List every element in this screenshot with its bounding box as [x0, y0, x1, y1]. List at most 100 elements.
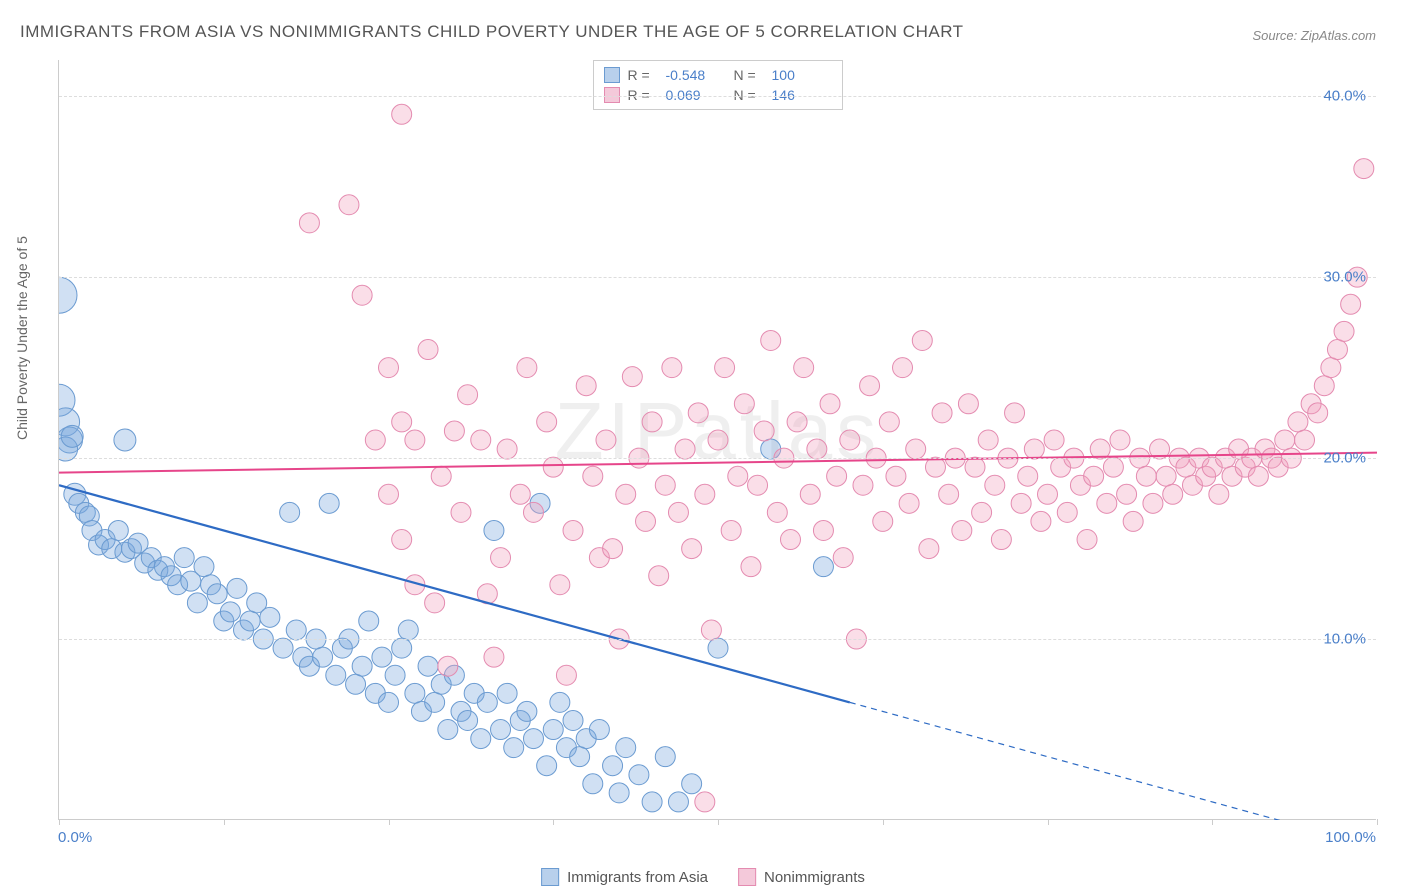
data-point — [405, 683, 425, 703]
gridline — [59, 639, 1376, 640]
data-point — [1275, 430, 1295, 450]
data-point — [780, 530, 800, 550]
n-value-0: 100 — [772, 67, 832, 83]
data-point — [497, 683, 517, 703]
data-point — [523, 729, 543, 749]
data-point — [187, 593, 207, 613]
data-point — [1097, 493, 1117, 513]
data-point — [260, 607, 280, 627]
data-point — [425, 593, 445, 613]
xtick — [718, 819, 719, 825]
data-point — [477, 692, 497, 712]
data-point — [978, 430, 998, 450]
data-point — [1084, 466, 1104, 486]
data-point — [438, 656, 458, 676]
data-point — [1077, 530, 1097, 550]
xtick — [1377, 819, 1378, 825]
data-point — [1117, 484, 1137, 504]
data-point — [438, 720, 458, 740]
data-point — [813, 557, 833, 577]
data-point — [458, 710, 478, 730]
data-point — [761, 330, 781, 350]
data-point — [339, 195, 359, 215]
data-point — [655, 475, 675, 495]
data-point — [365, 430, 385, 450]
data-point — [919, 539, 939, 559]
source-label: Source: ZipAtlas.com — [1252, 28, 1376, 43]
data-point — [622, 367, 642, 387]
data-point — [570, 747, 590, 767]
r-label-0: R = — [628, 67, 658, 83]
data-point — [1005, 403, 1025, 423]
data-point — [1057, 502, 1077, 522]
data-point — [286, 620, 306, 640]
stats-row-series-1: R = 0.069 N = 146 — [604, 85, 832, 105]
data-point — [985, 475, 1005, 495]
data-point — [958, 394, 978, 414]
legend-swatch-1 — [738, 868, 756, 886]
data-point — [596, 430, 616, 450]
data-point — [734, 394, 754, 414]
ytick-label: 20.0% — [1323, 450, 1366, 467]
data-point — [668, 792, 688, 812]
data-point — [220, 602, 240, 622]
data-point — [1209, 484, 1229, 504]
data-point — [1308, 403, 1328, 423]
data-point — [227, 578, 247, 598]
data-point — [1038, 484, 1058, 504]
bottom-legend: Immigrants from Asia Nonimmigrants — [541, 868, 865, 886]
stats-row-series-0: R = -0.548 N = 100 — [604, 65, 832, 85]
data-point — [1288, 412, 1308, 432]
data-point — [1354, 159, 1374, 179]
data-point — [636, 511, 656, 531]
data-point — [701, 620, 721, 640]
xtick-label-right: 100.0% — [1325, 829, 1376, 846]
chart-title: IMMIGRANTS FROM ASIA VS NONIMMIGRANTS CH… — [20, 22, 964, 42]
data-point — [668, 502, 688, 522]
data-point — [728, 466, 748, 486]
legend-item-1: Nonimmigrants — [738, 868, 865, 886]
legend-item-0: Immigrants from Asia — [541, 868, 708, 886]
data-point — [1143, 493, 1163, 513]
data-point — [108, 520, 128, 540]
data-point — [1110, 430, 1130, 450]
data-point — [853, 475, 873, 495]
data-point — [550, 575, 570, 595]
data-point — [932, 403, 952, 423]
data-point — [603, 539, 623, 559]
gridline — [59, 458, 1376, 459]
data-point — [827, 466, 847, 486]
data-point — [510, 484, 530, 504]
data-point — [398, 620, 418, 640]
data-point — [1123, 511, 1143, 531]
data-point — [280, 502, 300, 522]
data-point — [273, 638, 293, 658]
data-point — [794, 358, 814, 378]
ytick-label: 40.0% — [1323, 88, 1366, 105]
data-point — [939, 484, 959, 504]
data-point — [471, 729, 491, 749]
xtick — [1212, 819, 1213, 825]
data-point — [313, 647, 333, 667]
data-point — [484, 520, 504, 540]
data-point — [833, 548, 853, 568]
data-point — [59, 277, 77, 313]
y-axis-label: Child Poverty Under the Age of 5 — [14, 236, 30, 440]
data-point — [629, 765, 649, 785]
data-point — [899, 493, 919, 513]
data-point — [1031, 511, 1051, 531]
data-point — [1163, 484, 1183, 504]
data-point — [359, 611, 379, 631]
stats-legend-box: R = -0.548 N = 100 R = 0.069 N = 146 — [593, 60, 843, 110]
data-point — [893, 358, 913, 378]
data-point — [392, 638, 412, 658]
data-point — [688, 403, 708, 423]
n-value-1: 146 — [772, 87, 832, 103]
data-point — [1314, 376, 1334, 396]
data-point — [1321, 358, 1341, 378]
n-label-0: N = — [734, 67, 764, 83]
data-point — [444, 421, 464, 441]
data-point — [787, 412, 807, 432]
stats-swatch-1 — [604, 87, 620, 103]
data-point — [194, 557, 214, 577]
